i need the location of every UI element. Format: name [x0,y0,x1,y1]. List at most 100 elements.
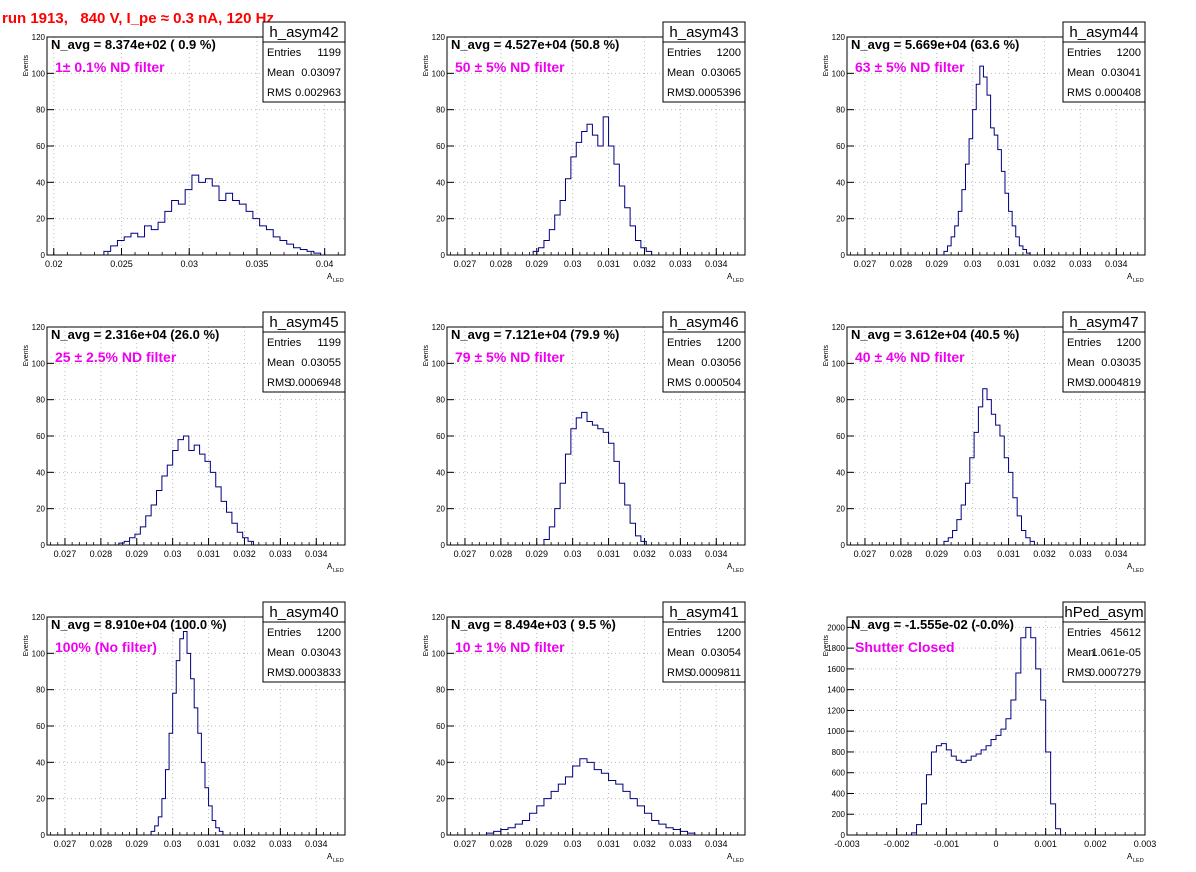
x-tick-label: 0.03 [564,549,582,559]
x-axis-title: A [727,562,733,571]
y-tick-label: 100 [32,69,46,78]
stats-value: 1200 [717,337,741,349]
y-tick-label: 100 [832,359,846,368]
histogram-bin [232,523,237,545]
histogram-bin [183,436,188,545]
y-tick-label: 100 [832,69,846,78]
histogram-bin [515,824,522,835]
y-tick-label: 40 [36,758,45,767]
histogram-bin [931,752,936,835]
y-tick-label: 80 [436,686,445,695]
filter-annotation: 100% (No filter) [55,639,157,655]
histogram-panel-h_asym46: 0.027 0.028 0.029 0.03 0.031 0.032 0.033 0.034 0… [423,311,746,574]
histogram-bin [185,190,192,255]
histogram-bin [969,139,973,255]
histogram-bin [167,465,172,545]
histogram-bin [131,233,138,255]
histogram-outline [485,758,696,835]
x-tick-label: 0.034 [305,549,328,559]
y-tick-label: 100 [432,649,446,658]
x-axis-title: A [1127,272,1133,281]
y-tick-label: 20 [36,215,45,224]
stats-label: RMS [1067,667,1091,679]
x-tick-label: 0.001 [1034,839,1057,849]
x-tick-label: 0.029 [925,549,948,559]
navg-text: N_avg = 8.494e+03 ( 9.5 %) [451,617,616,632]
x-tick-label: 0.029 [525,839,548,849]
histogram-panel-h_asym47: 0.027 0.028 0.029 0.03 0.031 0.032 0.033 0.034 0… [823,311,1146,574]
histogram-bin [191,679,195,835]
y-tick-label: 1200 [827,706,845,715]
x-tick-label: 0.031 [997,259,1020,269]
stats-value: 0.03055 [301,357,341,369]
x-tick-label: 0.028 [890,259,913,269]
x-tick-label: 0.029 [525,549,548,559]
y-tick-label: 2000 [827,623,845,632]
histogram-bin [237,532,242,545]
histogram-bin [530,813,537,835]
histogram-bin [287,244,294,255]
histogram-bin [560,483,565,545]
histogram-bin [614,164,619,255]
histogram-bin [970,458,974,545]
y-tick-label: 20 [436,215,445,224]
x-tick-label: 0.033 [669,839,692,849]
x-tick-label: 0.027 [454,549,477,559]
histogram-bin [941,744,946,835]
x-tick-label: -0.002 [884,839,910,849]
x-axis-subscript: LED [333,278,344,284]
histogram-outline [543,411,647,545]
histogram-bin [652,820,659,835]
histogram-name: h_asym42 [269,24,338,41]
histogram-bin [592,425,597,545]
x-tick-label: 0.032 [633,549,656,559]
y-tick-label: 400 [832,789,846,798]
stats-value: 0.000504 [695,377,741,389]
x-tick-label: 0 [993,839,998,849]
x-axis-subscript: LED [733,568,744,574]
plot-border [846,326,1146,546]
y-tick-label: 40 [36,178,45,187]
x-tick-label: 0.031 [597,839,620,849]
histogram-bin [178,204,185,255]
histogram-bin [178,440,183,545]
y-tick-label: 120 [32,323,46,332]
histogram-bin [623,791,630,835]
x-tick-label: 0.029 [125,839,148,849]
histogram-bin [580,759,587,835]
histogram-bin [180,639,184,835]
stats-label: RMS [267,87,291,99]
histogram-bin [200,454,205,545]
x-axis-title: A [727,852,733,861]
stats-label: Entries [667,47,702,59]
navg-text: N_avg = -1.555e-02 (-0.0%) [851,617,1014,632]
y-tick-label: 60 [36,142,45,151]
y-axis-title: Events [23,345,30,367]
histogram-bin [201,762,205,835]
stats-label: Entries [1067,337,1102,349]
x-tick-label: 0.028 [490,259,513,269]
histogram-bin [130,538,135,545]
histogram-bin [157,491,162,546]
histogram-name: h_asym40 [269,604,338,621]
histogram-bin [253,219,260,255]
x-tick-label: 0.04 [316,259,334,269]
stats-label: RMS [667,87,691,99]
histogram-bin [300,250,307,255]
histogram-bin [598,146,603,255]
histogram-bin [946,750,951,835]
plot-border [846,616,1146,836]
stats-value: 0.0005396 [689,87,741,99]
histogram-bin [966,760,971,835]
stats-box [262,21,346,103]
histogram-bin [246,211,253,255]
histogram-bin [104,251,111,255]
stats-value: 1200 [1117,337,1141,349]
stats-value: 0.002963 [295,87,341,99]
y-tick-label: 20 [436,505,445,514]
histogram-bin [501,830,508,835]
stats-value: 0.0007279 [1089,667,1141,679]
histogram-bin [987,400,991,545]
stats-value: 1200 [317,627,341,639]
histogram-bin [965,164,969,255]
